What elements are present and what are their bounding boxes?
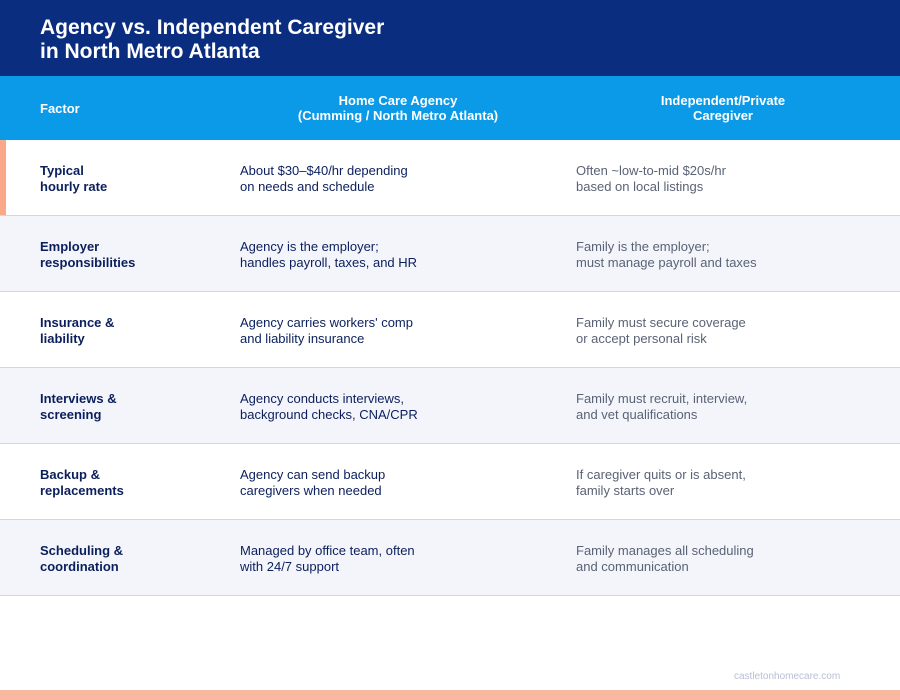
table-row-insurance-liability: Insurance & liability Agency carries wor… [0,292,900,368]
factor-text: liability [40,331,85,346]
table-row-hourly-rate: Typical hourly rate About $30–$40/hr dep… [0,140,900,216]
table-row-scheduling-coordination: Scheduling & coordination Managed by off… [0,520,900,596]
factor-cell: Employer responsibilities [40,239,220,271]
factor-cell: Insurance & liability [40,315,220,347]
agency-text: Agency can send backup [240,467,386,482]
website-footer: castletonhomecare.com [734,671,841,682]
row-accent-bar [0,140,6,215]
factor-cell: Backup & replacements [40,467,220,499]
table-row-backup-replacements: Backup & replacements Agency can send ba… [0,444,900,520]
column-header-independent-line-1: Independent/Private [660,93,786,108]
independent-text: Often ~low-to-mid $20s/hr [576,163,726,178]
independent-text: based on local listings [576,179,704,194]
column-header-factor: Factor [40,76,80,140]
page-title-line-2: in North Metro Atlanta [40,40,260,63]
factor-cell: Scheduling & coordination [40,543,220,575]
page-title-line-1: Agency vs. Independent Caregiver [40,16,385,39]
factor-text: replacements [40,483,124,498]
factor-text: hourly rate [40,179,108,194]
independent-text: and communication [576,559,689,574]
agency-text: Managed by office team, often [240,543,415,558]
table-header: Factor Home Care Agency (Cumming / North… [0,76,900,140]
agency-cell: Managed by office team, often with 24/7 … [240,543,560,575]
agency-text: with 24/7 support [240,559,340,574]
independent-text: must manage payroll and taxes [576,255,757,270]
independent-cell: Family manages all scheduling and commun… [576,543,876,575]
agency-text: Agency carries workers' comp [240,315,413,330]
agency-text: and liability insurance [240,331,365,346]
independent-cell: Family is the employer; must manage payr… [576,239,876,271]
agency-cell: About $30–$40/hr depending on needs and … [240,163,560,195]
column-header-independent-line-2: Caregiver [693,108,753,123]
agency-text: on needs and schedule [240,179,375,194]
agency-cell: Agency conducts interviews, background c… [240,391,560,423]
agency-text: Agency conducts interviews, [240,391,405,406]
factor-text: Typical [40,163,84,178]
independent-cell: Family must recruit, interview, and vet … [576,391,876,423]
bottom-accent-bar [0,690,900,700]
independent-text: Family must secure coverage [576,315,746,330]
independent-cell: If caregiver quits or is absent, family … [576,467,876,499]
independent-text: or accept personal risk [576,331,707,346]
agency-cell: Agency carries workers' comp and liabili… [240,315,560,347]
agency-text: background checks, CNA/CPR [240,407,418,422]
independent-cell: Often ~low-to-mid $20s/hr based on local… [576,163,876,195]
agency-text: caregivers when needed [240,483,382,498]
factor-text: Employer [40,239,100,254]
factor-cell: Interviews & screening [40,391,220,423]
factor-text: Insurance & [40,315,115,330]
factor-text: screening [40,407,102,422]
column-header-agency: Home Care Agency (Cumming / North Metro … [248,76,548,140]
column-header-agency-line-2: (Cumming / North Metro Atlanta) [297,108,499,123]
agency-text: handles payroll, taxes, and HR [240,255,418,270]
factor-text: coordination [40,559,119,574]
independent-text: Family is the employer; [576,239,710,254]
factor-text: Backup & [40,467,100,482]
factor-text: responsibilities [40,255,136,270]
table-row-employer-responsibilities: Employer responsibilities Agency is the … [0,216,900,292]
agency-text: Agency is the employer; [240,239,379,254]
factor-text: Interviews & [40,391,117,406]
independent-cell: Family must secure coverage or accept pe… [576,315,876,347]
title-banner: Agency vs. Independent Caregiver in Nort… [0,0,900,76]
independent-text: and vet qualifications [576,407,698,422]
column-header-factor-label: Factor [40,100,80,116]
independent-text: family starts over [576,483,675,498]
factor-text: Scheduling & [40,543,124,558]
table-row-interviews-screening: Interviews & screening Agency conducts i… [0,368,900,444]
column-header-agency-line-1: Home Care Agency [338,93,458,108]
agency-text: About $30–$40/hr depending [240,163,408,178]
agency-cell: Agency can send backup caregivers when n… [240,467,560,499]
independent-text: Family must recruit, interview, [576,391,748,406]
independent-text: Family manages all scheduling [576,543,754,558]
column-header-independent: Independent/Private Caregiver [573,76,873,140]
agency-cell: Agency is the employer; handles payroll,… [240,239,560,271]
independent-text: If caregiver quits or is absent, [576,467,746,482]
factor-cell: Typical hourly rate [40,163,220,195]
